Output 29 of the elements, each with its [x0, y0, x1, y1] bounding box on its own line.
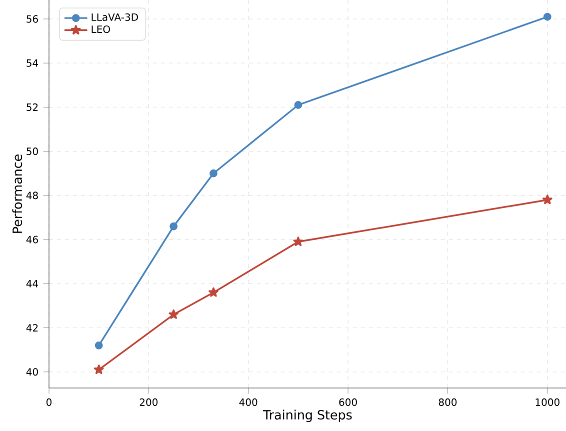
x-tick-label: 1000	[536, 398, 560, 406]
legend-label: LEO	[92, 25, 110, 34]
point	[168, 309, 179, 319]
point	[94, 364, 104, 374]
point	[542, 194, 552, 204]
legend-label: LLaVA-3D	[92, 13, 138, 21]
y-tick-label: 42	[26, 324, 38, 332]
point	[543, 12, 552, 21]
point	[293, 236, 304, 246]
y-tick-label: 46	[26, 236, 38, 244]
x-tick-label: 800	[438, 398, 457, 406]
point	[170, 222, 178, 230]
x-tick-label: 0	[46, 398, 52, 406]
y-tick-label: 56	[26, 15, 38, 23]
y-tick-label: 40	[26, 368, 38, 376]
point	[294, 101, 302, 109]
point	[208, 287, 218, 297]
x-tick-label: 200	[140, 398, 158, 406]
y-tick-label: 44	[26, 280, 38, 288]
x-tick-label: 400	[239, 398, 258, 406]
y-tick-label: 52	[26, 103, 38, 111]
x-tick-label: 600	[339, 398, 357, 406]
point	[94, 341, 103, 350]
y-tick-label: 50	[26, 148, 38, 156]
x-axis-title: Training Steps	[262, 410, 352, 422]
y-tick-label: 48	[26, 192, 38, 200]
y-tick-label: 54	[26, 59, 38, 67]
point	[210, 169, 218, 178]
y-axis-title: Performance	[12, 154, 22, 233]
